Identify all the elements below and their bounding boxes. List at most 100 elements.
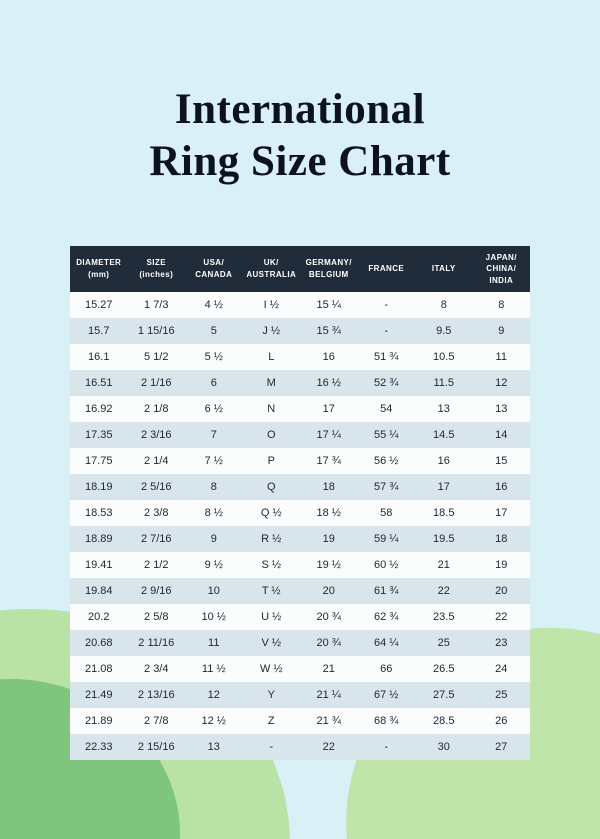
table-cell: R ½	[261, 533, 282, 545]
table-cell: 58	[380, 507, 393, 519]
table-cell: 2 1/2	[144, 559, 169, 571]
table-cell: 2 3/16	[140, 429, 172, 441]
table-row: 18.89 2 7/16 9 R ½ 19 59 ¼ 19.5 18	[70, 526, 530, 552]
table-cell: O	[266, 429, 276, 441]
table-cell: 19.84	[84, 585, 113, 597]
table-cell: 10	[207, 585, 220, 597]
table-cell: 15	[495, 455, 508, 467]
table-cell: -	[384, 299, 389, 311]
table-cell: 17 ¾	[316, 455, 341, 467]
table-cell: 16.92	[84, 403, 113, 415]
table-cell: 18.53	[84, 507, 113, 519]
table-cell: 20.2	[88, 611, 110, 623]
table-cell: 61 ¾	[374, 585, 399, 597]
table-cell: 16	[322, 351, 335, 363]
table-cell: 11 ½	[201, 663, 226, 675]
table-cell: 7	[210, 429, 217, 441]
table-row: 15.7 1 15/16 5 J ½ 15 ¾ - 9.5 9	[70, 318, 530, 344]
table-cell: 12	[495, 377, 508, 389]
table-cell: 59 ¼	[374, 533, 399, 545]
table-cell: 22	[322, 741, 335, 753]
table-cell: 6	[210, 377, 217, 389]
table-row: 20.2 2 5/8 10 ½ U ½ 20 ¾ 62 ¾ 23.5 22	[70, 604, 530, 630]
table-cell: 2 9/16	[140, 585, 172, 597]
column-header: DIAMETER (mm)	[70, 246, 128, 292]
table-cell: 2 11/16	[138, 637, 175, 649]
table-cell: 18.5	[433, 507, 455, 519]
table-cell: 18	[495, 533, 508, 545]
table-cell: 30	[437, 741, 450, 753]
table-cell: -	[384, 325, 389, 337]
table-cell: 23	[495, 637, 508, 649]
table-row: 22.33 2 15/16 13 - 22 - 30 27	[70, 734, 530, 760]
page-title-line-1: International	[174, 86, 426, 133]
table-row: 16.1 5 1/2 5 ½ L 16 51 ¾ 10.5 11	[70, 344, 530, 370]
table-cell: 2 1/4	[144, 455, 169, 467]
table-cell: 17	[437, 481, 450, 493]
table-row: 16.51 2 1/16 6 M 16 ½ 52 ¾ 11.5 12	[70, 370, 530, 396]
table-cell: 5	[210, 325, 217, 337]
table-cell: N	[267, 403, 276, 415]
table-cell: Q	[266, 481, 276, 493]
table-cell: 9	[498, 325, 505, 337]
table-cell: 2 3/4	[144, 663, 169, 675]
table-cell: 21 ¼	[316, 689, 341, 701]
ring-size-table: DIAMETER (mm) SIZE (inches) USA/ CANADA UK/…	[70, 246, 530, 760]
table-cell: 17.75	[84, 455, 113, 467]
table-cell: 19 ½	[316, 559, 341, 571]
column-header: ITALY	[415, 246, 473, 292]
table-cell: 11.5	[433, 377, 455, 389]
table-cell: 20	[495, 585, 508, 597]
table-cell: 13	[495, 403, 508, 415]
table-cell: 14.5	[433, 429, 455, 441]
ring-size-table-container: DIAMETER (mm) SIZE (inches) USA/ CANADA UK/…	[70, 246, 530, 760]
table-cell: 9 ½	[204, 559, 223, 571]
table-cell: 17	[322, 403, 335, 415]
table-cell: 12	[207, 689, 220, 701]
table-cell: 18.19	[84, 481, 113, 493]
table-row: 19.41 2 1/2 9 ½ S ½ 19 ½ 60 ½ 21 19	[70, 552, 530, 578]
column-header: FRANCE	[357, 246, 415, 292]
table-cell: 13	[437, 403, 450, 415]
table-cell: 62 ¾	[374, 611, 399, 623]
table-cell: 4 ½	[204, 299, 223, 311]
table-cell: 26	[495, 715, 508, 727]
table-cell: U ½	[261, 611, 282, 623]
table-cell: Y	[267, 689, 275, 701]
page-title-line-2: Ring Size Chart	[149, 138, 451, 186]
table-row: 16.92 2 1/8 6 ½ N 17 54 13 13	[70, 396, 530, 422]
table-cell: 8	[210, 481, 217, 493]
table-cell: 21.08	[84, 663, 113, 675]
table-cell: 19	[495, 559, 508, 571]
table-cell: L	[268, 351, 275, 363]
table-cell: 10 ½	[201, 611, 226, 623]
table-cell: 20 ¾	[316, 637, 341, 649]
table-cell: 15 ¾	[316, 325, 341, 337]
table-cell: 16.1	[88, 351, 110, 363]
table-cell: 20	[322, 585, 335, 597]
table-cell: 6 ½	[204, 403, 223, 415]
table-cell: 57 ¾	[374, 481, 399, 493]
table-cell: 27.5	[433, 689, 455, 701]
column-header: JAPAN/ CHINA/ INDIA	[472, 246, 530, 292]
table-cell: 51 ¾	[374, 351, 399, 363]
table-cell: 21	[322, 663, 335, 675]
table-cell: 27	[495, 741, 508, 753]
table-cell: 11	[208, 637, 220, 649]
table-cell: 19.41	[84, 559, 113, 571]
table-cell: 66	[380, 663, 393, 675]
table-cell: M	[266, 377, 276, 389]
table-header: DIAMETER (mm) SIZE (inches) USA/ CANADA UK/…	[70, 246, 530, 292]
table-cell: 2 13/16	[137, 689, 175, 701]
table-cell: 14	[495, 429, 508, 441]
table-cell: 56 ½	[374, 455, 399, 467]
table-cell: 22	[437, 585, 450, 597]
table-cell: T ½	[261, 585, 281, 597]
column-header: USA/ CANADA	[185, 246, 243, 292]
table-cell: 16.51	[84, 377, 113, 389]
table-cell: 2 3/8	[144, 507, 169, 519]
table-cell: 64 ¼	[374, 637, 399, 649]
table-cell: S ½	[261, 559, 282, 571]
table-cell: 20 ¾	[316, 611, 341, 623]
